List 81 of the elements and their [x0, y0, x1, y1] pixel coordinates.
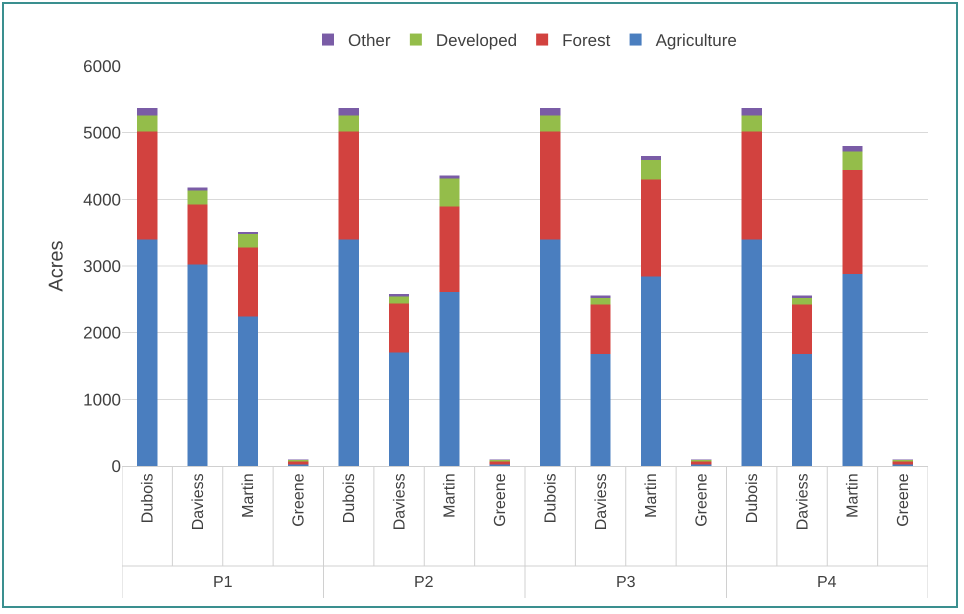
bar [792, 354, 812, 466]
bar [792, 298, 812, 305]
x-tick-label: Daviess [592, 473, 610, 530]
bar [238, 234, 258, 248]
bar [137, 131, 158, 240]
bar [842, 146, 863, 152]
y-tick-label: 2000 [83, 324, 121, 343]
legend-label: Other [348, 31, 391, 50]
bar [540, 239, 560, 466]
legend-label: Agriculture [656, 31, 737, 50]
x-tick-label: Martin [240, 473, 258, 518]
bar [742, 239, 762, 466]
bar [137, 115, 158, 132]
bar [238, 247, 258, 317]
y-tick-label: 4000 [83, 190, 121, 210]
bar [640, 160, 662, 180]
bar [640, 179, 662, 277]
text: P3 [616, 574, 636, 591]
text: P2 [414, 574, 434, 591]
x-tick-label: Greene [290, 473, 308, 527]
bar [842, 151, 863, 170]
bar [742, 108, 762, 116]
bar [691, 461, 712, 465]
legend-label: Forest [562, 31, 611, 50]
x-tick-label: Martin [442, 473, 459, 518]
bar [742, 115, 762, 132]
bar [590, 354, 611, 466]
bar [388, 303, 410, 353]
bar [187, 264, 208, 466]
bar [892, 461, 913, 465]
bar [338, 115, 359, 132]
x-tick-label: Greene [895, 473, 912, 527]
x-tick-label: Daviess [391, 473, 408, 530]
x-tick-label: Martin [844, 473, 862, 518]
bar [640, 156, 662, 160]
x-tick-label: Martin [643, 473, 660, 518]
x-tick-label: Dubois [542, 473, 560, 524]
bar [187, 204, 208, 265]
bar [590, 304, 611, 354]
bar [338, 131, 359, 240]
x-tick-label: Dubois [744, 473, 761, 524]
bar [439, 206, 460, 292]
legend-label: Developed [436, 31, 518, 50]
y-tick-label: 0 [112, 456, 121, 476]
y-tick-label: 3000 [83, 256, 121, 276]
bar [590, 295, 611, 298]
bar [388, 352, 410, 466]
x-tick-label: Greene [694, 473, 711, 527]
x-tick-label: Dubois [340, 473, 358, 524]
y-tick-label: 5000 [83, 124, 121, 143]
bar [590, 298, 611, 305]
bar [338, 108, 359, 116]
bar [640, 276, 662, 466]
bar [338, 239, 359, 466]
text: P1 [213, 574, 233, 591]
bar [540, 115, 560, 132]
bar [238, 316, 258, 466]
bar [137, 239, 158, 466]
bar [288, 461, 308, 465]
bar [842, 274, 863, 466]
y-axis-title: Acres [46, 240, 68, 292]
bar [742, 131, 762, 240]
x-tick-label: Greene [492, 473, 510, 527]
x-tick-label: Daviess [794, 473, 812, 530]
y-tick-label: 1000 [83, 390, 121, 410]
bar [842, 170, 863, 274]
bar [137, 108, 158, 116]
bar [792, 295, 812, 298]
bar [439, 178, 460, 207]
bar [388, 296, 410, 304]
bar [540, 108, 560, 116]
bar [792, 304, 812, 354]
bar [490, 461, 510, 465]
bar [439, 292, 460, 466]
bar [388, 294, 410, 297]
bar [187, 190, 208, 205]
bar [540, 131, 560, 240]
text: P4 [817, 574, 837, 591]
y-tick-label: 6000 [83, 56, 121, 76]
x-tick-label: Dubois [139, 473, 156, 524]
x-tick-label: Daviess [190, 473, 207, 530]
